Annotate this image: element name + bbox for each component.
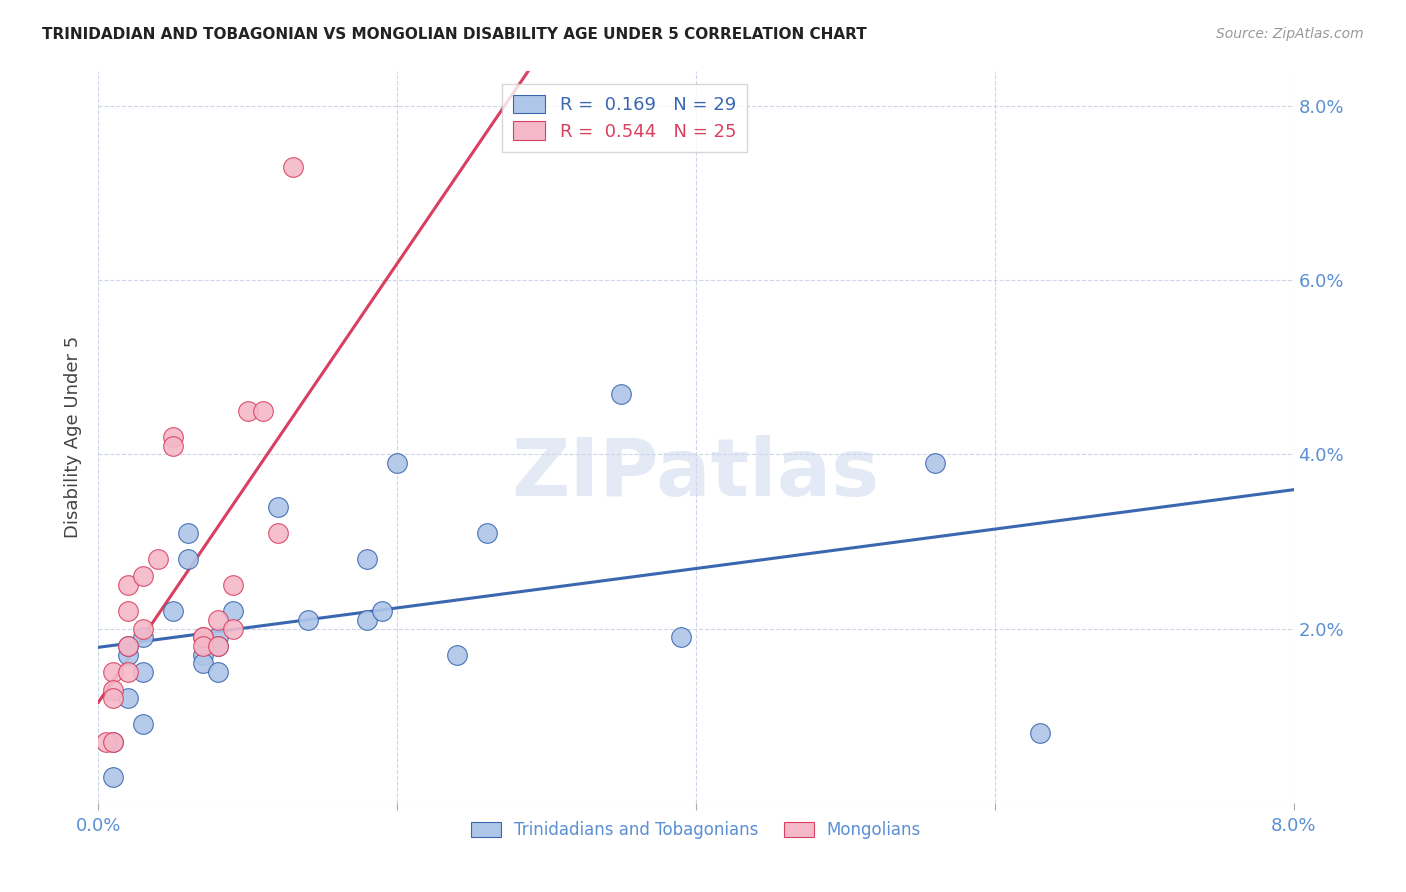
Mongolians: [148, 552, 170, 566]
Mongolians: [267, 525, 290, 540]
Mongolians: [222, 578, 245, 592]
Trinidadians and Tobagonians: [117, 648, 139, 662]
Trinidadians and Tobagonians: [924, 456, 946, 470]
Mongolians: [191, 631, 214, 645]
Trinidadians and Tobagonians: [191, 648, 214, 662]
Legend: Trinidadians and Tobagonians, Mongolians: Trinidadians and Tobagonians, Mongolians: [464, 814, 928, 846]
Trinidadians and Tobagonians: [669, 631, 692, 645]
Mongolians: [117, 604, 139, 618]
Mongolians: [103, 735, 125, 749]
Mongolians: [222, 622, 245, 636]
Trinidadians and Tobagonians: [162, 604, 184, 618]
Trinidadians and Tobagonians: [446, 648, 468, 662]
Mongolians: [103, 665, 125, 680]
Trinidadians and Tobagonians: [356, 613, 378, 627]
Mongolians: [103, 682, 125, 697]
Trinidadians and Tobagonians: [1028, 726, 1050, 740]
Trinidadians and Tobagonians: [117, 691, 139, 706]
Trinidadians and Tobagonians: [132, 631, 155, 645]
Trinidadians and Tobagonians: [610, 386, 633, 401]
Trinidadians and Tobagonians: [222, 604, 245, 618]
Mongolians: [117, 578, 139, 592]
Trinidadians and Tobagonians: [356, 552, 378, 566]
Mongolians: [281, 160, 304, 174]
Mongolians: [162, 430, 184, 444]
Mongolians: [207, 639, 229, 653]
Trinidadians and Tobagonians: [475, 525, 498, 540]
Trinidadians and Tobagonians: [177, 525, 200, 540]
Mongolians: [117, 639, 139, 653]
Trinidadians and Tobagonians: [267, 500, 290, 514]
Mongolians: [103, 691, 125, 706]
Trinidadians and Tobagonians: [385, 456, 409, 470]
Trinidadians and Tobagonians: [103, 770, 125, 784]
Trinidadians and Tobagonians: [132, 665, 155, 680]
Mongolians: [191, 639, 214, 653]
Trinidadians and Tobagonians: [207, 631, 229, 645]
Mongolians: [191, 631, 214, 645]
Mongolians: [132, 569, 155, 583]
Trinidadians and Tobagonians: [103, 735, 125, 749]
Trinidadians and Tobagonians: [132, 717, 155, 731]
Trinidadians and Tobagonians: [191, 657, 214, 671]
Text: ZIPatlas: ZIPatlas: [512, 434, 880, 513]
Mongolians: [132, 622, 155, 636]
Mongolians: [117, 665, 139, 680]
Trinidadians and Tobagonians: [371, 604, 394, 618]
Mongolians: [236, 404, 259, 418]
Mongolians: [207, 613, 229, 627]
Y-axis label: Disability Age Under 5: Disability Age Under 5: [65, 336, 83, 538]
Trinidadians and Tobagonians: [297, 613, 319, 627]
Trinidadians and Tobagonians: [117, 639, 139, 653]
Trinidadians and Tobagonians: [177, 552, 200, 566]
Trinidadians and Tobagonians: [207, 639, 229, 653]
Mongolians: [162, 439, 184, 453]
Mongolians: [94, 735, 117, 749]
Trinidadians and Tobagonians: [207, 665, 229, 680]
Mongolians: [252, 404, 274, 418]
Text: Source: ZipAtlas.com: Source: ZipAtlas.com: [1216, 27, 1364, 41]
Text: TRINIDADIAN AND TOBAGONIAN VS MONGOLIAN DISABILITY AGE UNDER 5 CORRELATION CHART: TRINIDADIAN AND TOBAGONIAN VS MONGOLIAN …: [42, 27, 868, 42]
